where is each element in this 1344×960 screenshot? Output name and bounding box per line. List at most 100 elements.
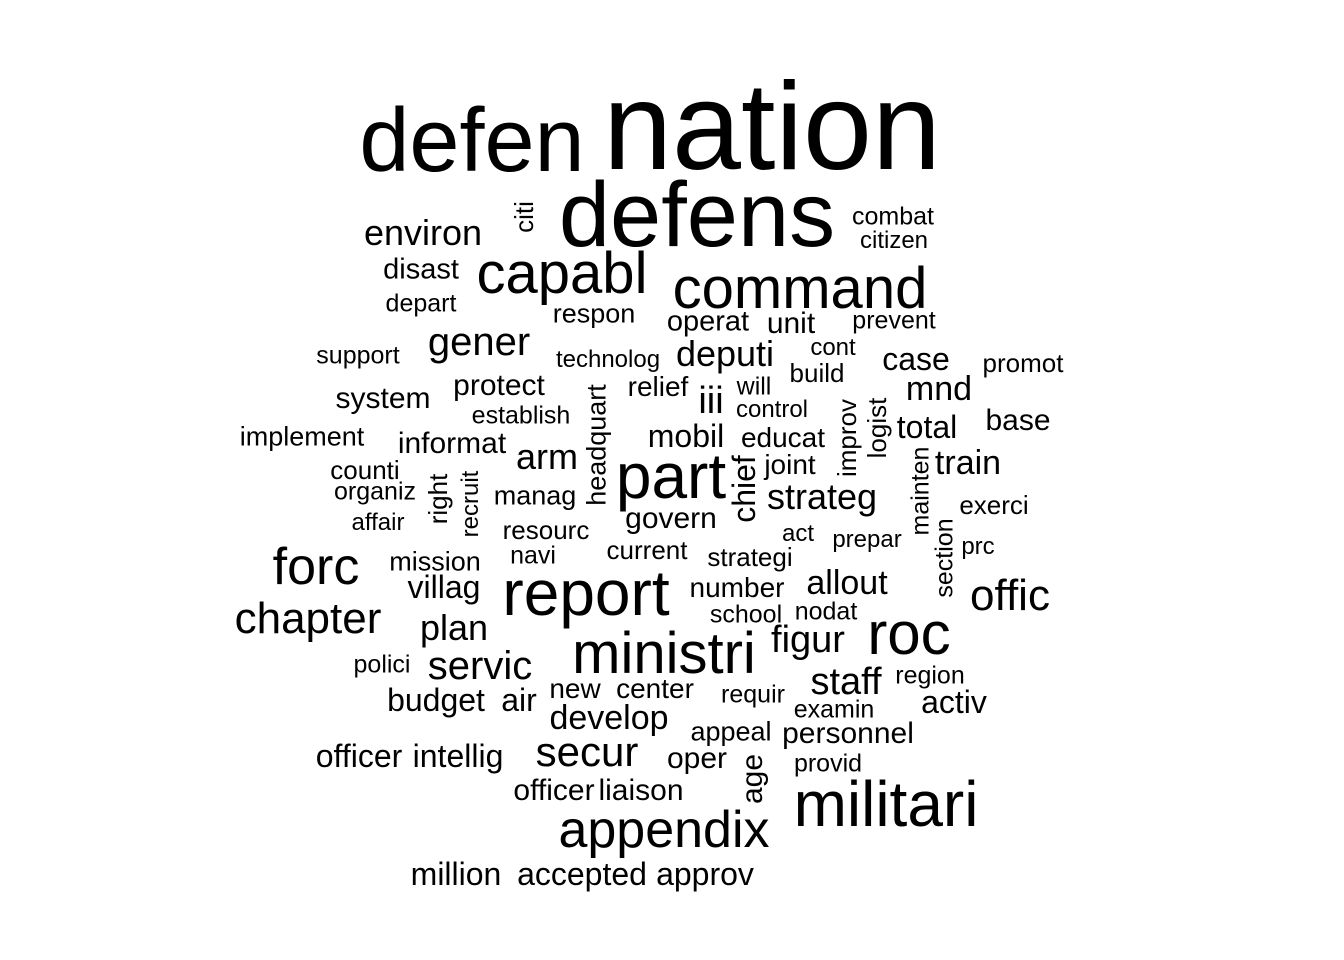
word-case: case (882, 341, 950, 377)
word-mission: mission (389, 546, 481, 577)
word-cont: cont (810, 334, 856, 361)
word-build: build (789, 358, 845, 388)
word-region: region (895, 661, 965, 690)
word-figur: figur (771, 619, 845, 661)
word-technolog: technolog (555, 346, 661, 373)
word-capabl: capabl (476, 241, 648, 306)
word-recruit: recruit (457, 470, 484, 538)
word-villag: villag (407, 569, 481, 605)
word-air: air (501, 682, 537, 718)
word-command: command (672, 256, 928, 321)
word-section: section (930, 518, 959, 598)
word-navi: navi (510, 541, 556, 570)
word-report: report (502, 557, 670, 629)
word-forc: forc (272, 538, 360, 596)
word-operat: operat (666, 305, 750, 338)
word-train: train (934, 444, 1002, 482)
word-joint: joint (764, 449, 816, 480)
word-nodat: nodat (794, 597, 858, 626)
word-age: age (736, 753, 769, 805)
word-polici: polici (353, 650, 411, 679)
word-mobil: mobil (647, 418, 725, 454)
word-provid: provid (793, 749, 863, 778)
word-implement: implement (239, 421, 365, 452)
word-staff: staff (810, 661, 882, 703)
word-respon: respon (552, 298, 636, 329)
word-promot: promot (982, 348, 1064, 378)
word-activ: activ (921, 684, 987, 720)
word-exerci: exerci (959, 490, 1029, 520)
word-nation: nation (603, 58, 941, 196)
word-budget: budget (387, 682, 485, 718)
word-school: school (709, 600, 783, 629)
word-allout: allout (806, 564, 888, 602)
word-chapter: chapter (234, 594, 382, 643)
word-citizen: citizen (859, 227, 929, 254)
word-unit: unit (766, 307, 816, 340)
word-resourc: resourc (502, 515, 590, 545)
word-arm: arm (516, 436, 578, 477)
word-officer-2: officer (513, 774, 595, 807)
word-approv: approv (656, 856, 754, 892)
word-right: right (423, 473, 453, 525)
word-prevent: prevent (852, 306, 936, 335)
word-accepted: accepted (517, 856, 647, 892)
word-prepar: prepar (832, 526, 902, 553)
word-gener: gener (427, 320, 531, 364)
word-improv: improv (832, 398, 862, 478)
word-informat: informat (397, 427, 507, 460)
word-disast: disast (383, 253, 459, 286)
word-organiz: organiz (334, 477, 416, 506)
word-ministri: ministri (572, 621, 756, 686)
word-appendix: appendix (558, 801, 770, 859)
word-chief: chief (726, 455, 762, 523)
word-requir: requir (721, 680, 785, 709)
word-prc: prc (961, 533, 995, 560)
word-mnd: mnd (905, 370, 973, 408)
word-roc: roc (867, 600, 951, 667)
word-iii: iii (698, 380, 724, 422)
word-examin: examin (793, 695, 875, 724)
word-act: act (781, 520, 815, 547)
word-system: system (335, 382, 431, 415)
word-logist: logist (862, 397, 892, 459)
word-appeal: appeal (690, 716, 772, 747)
word-affair: affair (351, 509, 405, 536)
word-current: current (606, 535, 688, 565)
word-will: will (736, 372, 772, 401)
word-servic: servic (427, 644, 533, 688)
word-support: support (316, 341, 400, 370)
word-base: base (985, 404, 1051, 437)
word-oper: oper (666, 742, 728, 775)
word-militari: militari (793, 768, 979, 840)
word-defen: defen (359, 91, 585, 191)
word-educat: educat (740, 422, 826, 453)
word-strateg: strateg (766, 476, 878, 517)
word-secur: secur (535, 728, 639, 775)
word-plan: plan (419, 607, 489, 648)
word-protect: protect (453, 369, 545, 402)
word-number: number (689, 572, 785, 603)
word-deputi: deputi (675, 333, 775, 374)
word-manag: manag (493, 480, 577, 511)
word-develop: develop (549, 699, 669, 737)
word-offic: offic (970, 571, 1050, 620)
word-counti: counti (330, 455, 400, 485)
word-million: million (410, 856, 502, 892)
word-new: new (549, 673, 601, 704)
word-liaison: liaison (598, 774, 684, 807)
word-defens: defens (558, 164, 836, 266)
word-part: part (615, 440, 727, 512)
word-depart: depart (385, 289, 457, 318)
word-control: control (735, 396, 809, 423)
word-total: total (896, 409, 958, 445)
word-intellig: intellig (412, 738, 504, 774)
word-environ: environ (363, 212, 483, 253)
word-relief: relief (627, 371, 689, 402)
word-citi: citi (509, 201, 539, 233)
word-strategi: strategi (707, 542, 793, 572)
word-officer: officer (315, 738, 403, 774)
word-combat: combat (852, 202, 934, 231)
word-govern: govern (625, 502, 717, 535)
